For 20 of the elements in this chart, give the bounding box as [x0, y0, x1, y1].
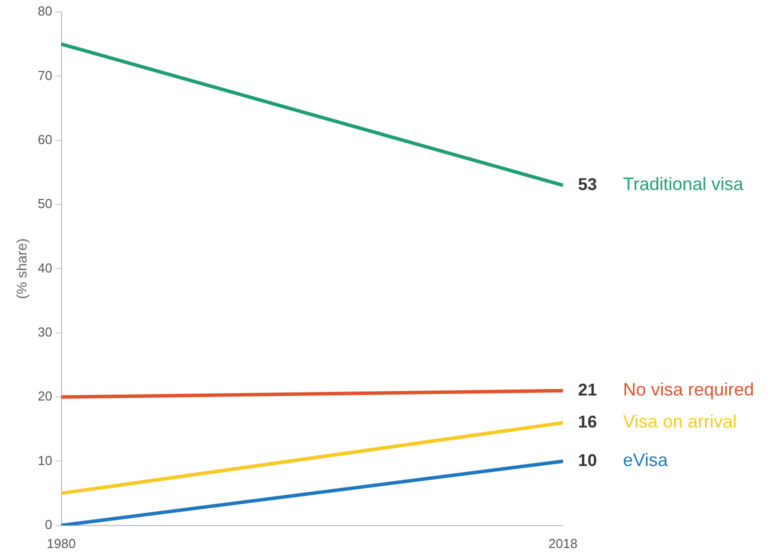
text: Traditional visa — [623, 174, 744, 194]
y-tick-label: 80 — [38, 4, 52, 19]
data-label: 21 — [578, 380, 597, 400]
text: No visa required — [623, 380, 754, 400]
y-tick-label: 30 — [38, 324, 52, 340]
text: eVisa — [623, 450, 669, 470]
y-tick-label: 40 — [38, 260, 52, 276]
x-tick-label: 1980 — [46, 536, 76, 551]
y-tick-label: 70 — [38, 68, 52, 83]
y-tick-label: 10 — [38, 452, 52, 468]
data-label: 53 — [578, 174, 597, 194]
y-tick-label: 20 — [38, 388, 52, 404]
y-tick-label: 50 — [38, 196, 52, 212]
y-tick-label: 0 — [45, 516, 52, 532]
x-tick-label: 2018 — [548, 536, 578, 551]
data-label: 10 — [578, 450, 597, 470]
y-tick-label: 60 — [38, 132, 52, 147]
y-axis-title: (% share) — [13, 238, 30, 300]
text: Visa on arrival — [623, 412, 737, 432]
data-label: 16 — [578, 412, 597, 432]
